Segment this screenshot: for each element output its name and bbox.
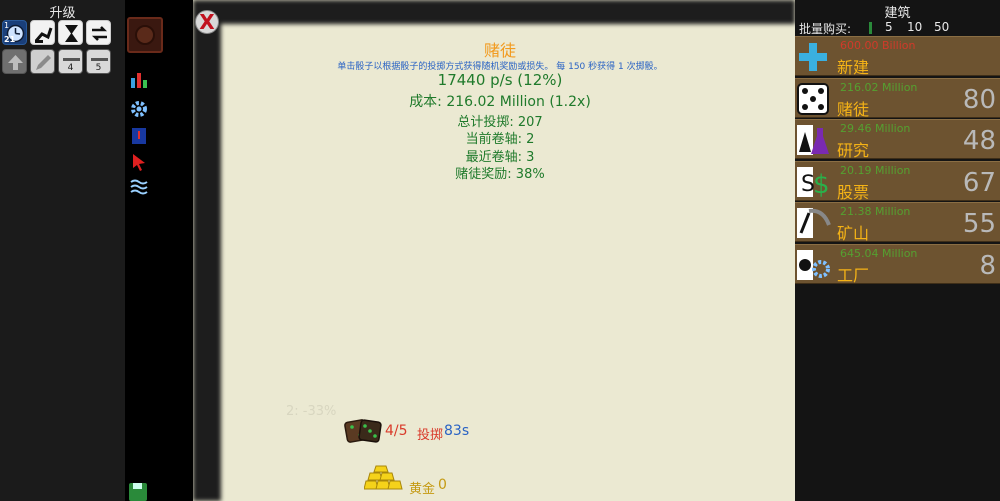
gear-icon — [795, 247, 831, 283]
building-count: 48 — [962, 126, 996, 157]
gambler-bonus-text: 赌徒奖励: 38% — [455, 167, 545, 182]
bulk-selected-indicator — [869, 22, 872, 34]
building-price: 600.00 Billion — [840, 39, 916, 52]
description-mid: 秒获得 — [585, 62, 619, 72]
building-count: 8 — [979, 251, 996, 281]
building-price: 21.38 Million — [840, 205, 911, 219]
settings-gear-icon[interactable] — [129, 99, 149, 119]
description-suffix: 次掷骰。 — [623, 62, 663, 72]
building-price: 645.04 Million — [840, 247, 918, 260]
building-card[interactable]: 216.02 Million 赌徒 80 — [795, 77, 1000, 119]
dialog-title: 赌徒 — [483, 41, 516, 60]
bulk-option-50[interactable]: 50 — [934, 20, 950, 34]
bulk-buy-bar: 批量购买: 5 10 50 — [795, 20, 1000, 36]
upgrade-level-4-button[interactable]: 4 — [58, 49, 83, 74]
tool-strip — [125, 0, 193, 501]
building-card[interactable]: S $20.19 Million 股票 67 — [795, 160, 1000, 202]
svg-text:$: $ — [813, 170, 830, 200]
roll-timer: 83s — [444, 423, 470, 439]
scroll-waves-icon[interactable] — [129, 177, 149, 197]
bulk-option-5[interactable]: 5 — [885, 20, 893, 34]
level-5-label: 5 — [95, 63, 102, 73]
upgrade-swap-button[interactable] — [86, 20, 111, 45]
upgrade-pencil-button[interactable] — [30, 49, 55, 74]
total-rolls-text: 总计投掷: 207 — [457, 115, 543, 130]
description-seconds: 150 — [568, 62, 586, 72]
bar-icon — [63, 58, 80, 61]
gold-bars-icon — [364, 465, 403, 490]
rate-text: 17440 p/s (12%) — [437, 71, 563, 89]
level-4-label: 4 — [67, 63, 74, 73]
upgrade-up-arrow-button[interactable] — [2, 49, 27, 74]
upgrade-clock-button[interactable]: 1 21 — [2, 20, 27, 45]
description-count: 1 — [618, 62, 624, 72]
gold-label: 黄金 — [409, 482, 436, 497]
dice-pair-icon[interactable] — [343, 418, 385, 444]
current-scroll-text: 当前卷轴: 2 — [465, 132, 535, 147]
gambler-dialog — [193, 0, 795, 501]
upgrade-panel: 升级 1 21 4 5 — [0, 0, 125, 501]
cost-text: 成本: 216.02 Million (1.2x) — [409, 94, 591, 110]
clock-icon — [6, 24, 25, 43]
building-name: 新建 — [837, 58, 870, 77]
building-card[interactable]: 21.38 Million 矿山 55 — [795, 202, 1000, 244]
plus-icon — [795, 39, 831, 75]
building-count: 80 — [962, 84, 996, 115]
building-price: 29.46 Million — [840, 122, 911, 136]
save-disk-icon[interactable] — [127, 481, 149, 501]
book-icon[interactable] — [129, 126, 149, 146]
roll-label: 投掷 — [417, 428, 444, 443]
faded-roll-hint: 2: -33% — [286, 404, 337, 419]
recent-scroll-text: 最近卷轴: 3 — [465, 150, 535, 165]
gold-value: 0 — [438, 477, 447, 493]
dollar-icon: S $ — [795, 164, 831, 200]
hourglass-icon — [65, 25, 78, 42]
dialog-description: 单击骰子以根据骰子的投掷方式获得随机奖励或损失。 每 150 秒获得 1 次掷骰… — [200, 59, 800, 72]
building-name: 研究 — [837, 141, 870, 161]
upgrade-level-5-button[interactable]: 5 — [86, 49, 111, 74]
dice-count: 4/5 — [385, 423, 408, 439]
svg-text:S: S — [801, 172, 815, 197]
building-card[interactable]: 29.46 Million 研究 48 — [795, 119, 1000, 161]
swap-arrows-icon — [91, 26, 108, 41]
clock-sub-badge: 21 — [4, 35, 16, 44]
building-name: 工厂 — [837, 266, 870, 285]
close-button[interactable]: X — [195, 10, 219, 34]
bar-chart-icon[interactable] — [129, 70, 149, 90]
robot-arm-icon — [34, 27, 53, 43]
description-prefix: 单击骰子以根据骰子的投掷方式获得随机奖励或损失。 每 — [337, 62, 569, 72]
building-name: 股票 — [837, 182, 870, 202]
mystery-box-button[interactable] — [127, 17, 163, 53]
building-name: 矿山 — [837, 224, 870, 244]
flask-icon — [795, 122, 831, 158]
bulk-label: 批量购买: — [799, 22, 852, 36]
building-count: 67 — [962, 167, 996, 198]
building-price: 20.19 Million — [840, 163, 911, 177]
building-count: 55 — [962, 209, 996, 240]
pencil-icon — [36, 55, 51, 70]
building-name: 赌徒 — [837, 99, 870, 119]
upgrade-robot-arm-button[interactable] — [30, 20, 55, 45]
cursor-icon[interactable] — [129, 152, 149, 172]
building-price: 216.02 Million — [840, 80, 918, 94]
close-icon: X — [199, 10, 215, 34]
bulk-option-10[interactable]: 10 — [907, 20, 923, 34]
bar-icon — [91, 58, 108, 61]
dice-icon — [795, 81, 831, 117]
building-card[interactable]: 645.04 Million 工厂 8 — [795, 244, 1000, 285]
buildings-title: 建筑 — [884, 6, 911, 21]
clock-badge: 1 — [4, 21, 10, 30]
up-arrow-icon — [8, 55, 23, 70]
pickaxe-icon — [795, 205, 831, 241]
upgrade-hourglass-button[interactable] — [58, 20, 83, 45]
building-card[interactable]: 600.00 Billion 新建 — [795, 36, 1000, 77]
dialog-burnt-edge — [193, 0, 795, 501]
gift-box-icon — [135, 25, 155, 45]
upgrade-title: 升级 — [49, 6, 76, 21]
